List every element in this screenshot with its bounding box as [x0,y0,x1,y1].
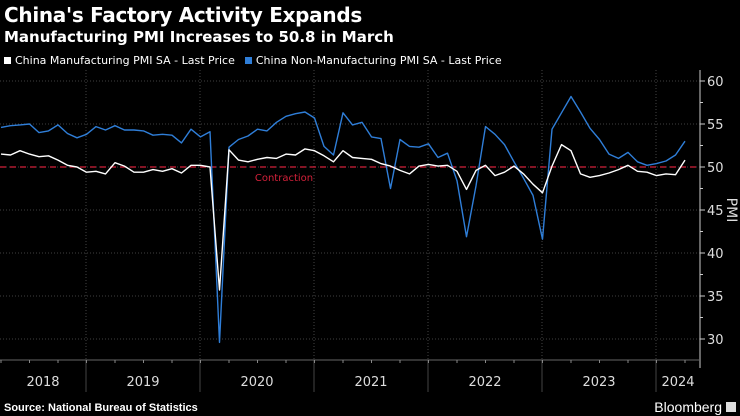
x-tick-label: 2020 [240,375,273,390]
legend-swatch [244,57,252,64]
legend-swatch [4,57,11,64]
y-tick-label: 35 [707,290,724,305]
y-tick-label: 55 [707,118,724,133]
legend-label: China Non-Manufacturing PMI SA - Last Pr… [255,54,502,67]
bloomberg-icon [726,402,736,412]
y-tick-label: 50 [707,161,724,176]
non-manufacturing-pmi-line [0,95,686,344]
y-tick-label: 60 [707,75,724,90]
x-tick-label: 2021 [354,375,387,390]
x-tick-label: 2023 [582,375,615,390]
y-tick-label: 30 [707,333,724,348]
x-tick-label: 2022 [468,375,501,390]
brand-logo: Bloomberg [654,399,722,415]
legend-label: China Manufacturing PMI SA - Last Price [15,54,235,67]
y-tick-label: 40 [707,247,724,262]
y-tick-label: 45 [707,204,724,219]
legend-item-manufacturing: China Manufacturing PMI SA - Last Price [4,54,235,67]
contraction-label: Contraction [255,173,313,184]
x-tick-label: 2024 [661,375,694,390]
legend: China Manufacturing PMI SA - Last Price … [4,54,502,67]
y-axis-label: PMI [723,198,739,223]
legend-item-non-manufacturing: China Non-Manufacturing PMI SA - Last Pr… [244,54,502,67]
manufacturing-pmi-line [0,143,686,291]
x-tick-label: 2019 [126,375,159,390]
x-tick-label: 2018 [26,375,59,390]
chart-subtitle: Manufacturing PMI Increases to 50.8 in M… [4,28,394,46]
chart-plot: 30 35 40 45 50 55 60 PMI 2018 2019 2020 2021 2022 202… [0,70,739,392]
source-note: Source: National Bureau of Statistics [4,402,198,414]
chart-title: China's Factory Activity Expands [4,3,362,27]
